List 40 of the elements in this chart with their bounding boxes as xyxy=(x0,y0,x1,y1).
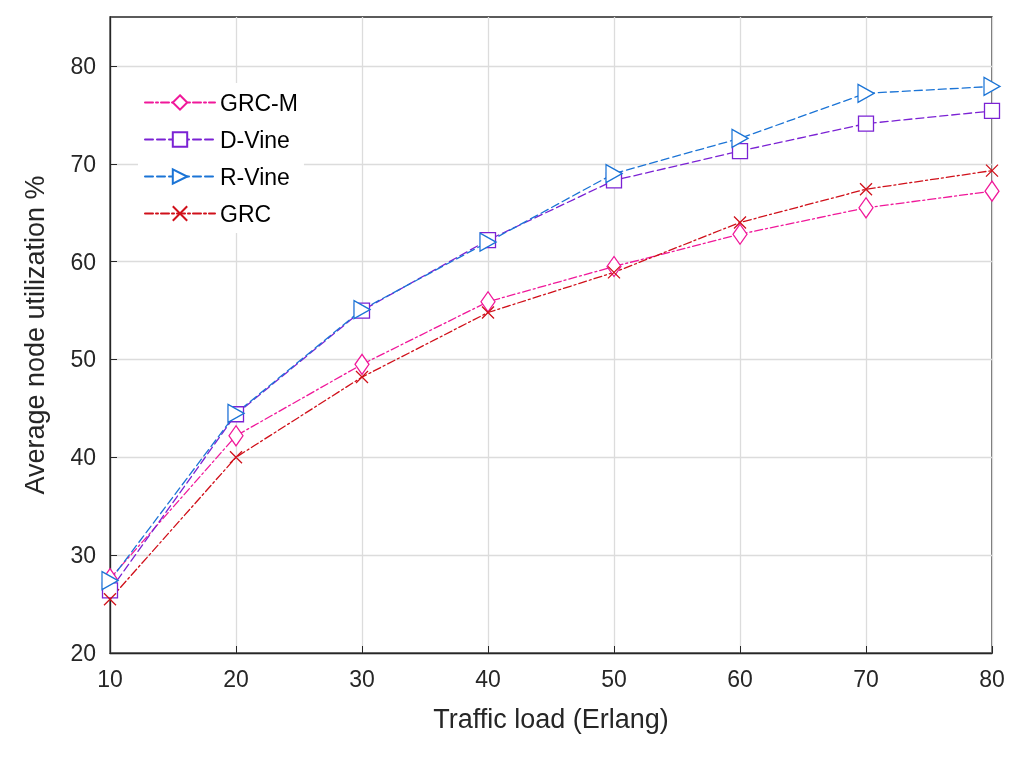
point xyxy=(733,215,747,230)
point xyxy=(229,450,243,464)
point xyxy=(732,223,748,245)
point xyxy=(228,425,244,447)
x-tick-label: 30 xyxy=(349,665,375,692)
y-tick-label: 30 xyxy=(70,542,96,569)
x-tick-label: 50 xyxy=(601,665,627,692)
point xyxy=(731,128,749,148)
y-tick-label: 40 xyxy=(70,444,96,471)
x-axis-title: Traffic load (Erlang) xyxy=(433,703,669,734)
x-tick-label: 10 xyxy=(97,665,123,692)
point xyxy=(858,197,874,219)
y-tick-label: 20 xyxy=(70,640,96,666)
legend-label: R-Vine xyxy=(220,163,290,190)
point xyxy=(859,182,873,196)
legend-label: GRC-M xyxy=(220,89,298,116)
point xyxy=(355,370,369,384)
point xyxy=(605,163,623,184)
point xyxy=(481,305,495,320)
y-tick-label: 50 xyxy=(70,346,96,373)
point xyxy=(103,592,117,606)
y-tick-label: 70 xyxy=(70,150,96,177)
x-tick-label: 70 xyxy=(853,665,879,692)
point xyxy=(354,353,370,375)
point xyxy=(983,102,1001,120)
point xyxy=(983,76,1001,97)
legend-label: D-Vine xyxy=(220,126,290,153)
legend-label: GRC xyxy=(220,200,272,227)
x-tick-label: 80 xyxy=(979,665,1005,692)
point xyxy=(984,180,1000,202)
y-axis-title: Average node utilization % xyxy=(19,175,50,495)
x-tick-label: 20 xyxy=(223,665,249,692)
x-tick-label: 40 xyxy=(475,665,501,692)
point xyxy=(857,115,875,132)
point xyxy=(985,163,999,178)
point xyxy=(480,291,496,313)
x-tick-label: 60 xyxy=(727,665,753,692)
y-tick-label: 60 xyxy=(70,248,96,275)
point xyxy=(857,83,875,103)
y-tick-label: 80 xyxy=(70,52,96,79)
